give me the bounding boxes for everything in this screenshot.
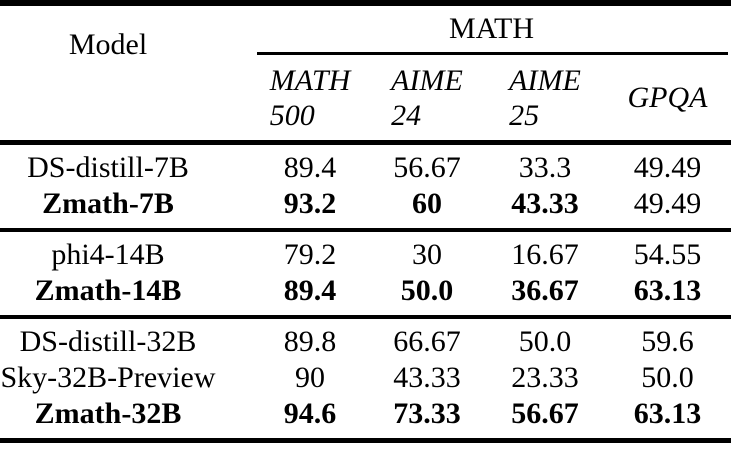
model-name: phi4-14B bbox=[51, 238, 165, 271]
value-cell-aime25: 36.67 bbox=[511, 274, 579, 307]
value-cell-aime25: 43.33 bbox=[511, 187, 579, 220]
value-cell-gpqa: 50.0 bbox=[641, 361, 694, 394]
table-row: Sky-32B-Preview 90 43.33 23.33 50.0 bbox=[0, 360, 731, 396]
value-cell-aime24: 30 bbox=[412, 238, 442, 271]
value-cell-math500: 79.2 bbox=[283, 238, 337, 271]
math500-line2: 500 bbox=[269, 98, 315, 132]
table-section-7b: DS-distill-7B 89.4 56.67 33.3 49.49 Zmat… bbox=[0, 145, 731, 228]
value-cell-gpqa: 49.49 bbox=[633, 151, 702, 184]
column-header-aime24: AIME 24 bbox=[368, 55, 486, 140]
value-cell-aime25: 16.67 bbox=[511, 238, 579, 271]
gpqa-label: GPQA bbox=[627, 81, 708, 114]
value-cell-aime25: 56.67 bbox=[511, 397, 579, 430]
model-name: Sky-32B-Preview bbox=[0, 361, 216, 394]
value-cell-math500: 89.4 bbox=[283, 274, 337, 307]
table-row: Zmath-7B 93.2 60 43.33 49.49 bbox=[0, 186, 731, 222]
value-cell-aime25: 23.33 bbox=[511, 361, 579, 394]
column-header-math500: MATH 500 bbox=[252, 55, 368, 140]
value-cell-aime25: 33.3 bbox=[518, 151, 572, 184]
section-separator-rule bbox=[0, 228, 731, 232]
table-section-14b: phi4-14B 79.2 30 16.67 54.55 Zmath-14B 8… bbox=[0, 232, 731, 315]
aime25-line1: AIME bbox=[509, 63, 581, 97]
table-section-32b: DS-distill-32B 89.8 66.67 50.0 59.6 Sky-… bbox=[0, 319, 731, 438]
table-bottom-rule bbox=[0, 438, 731, 443]
value-cell-gpqa: 63.13 bbox=[633, 397, 702, 430]
value-cell-math500: 94.6 bbox=[283, 397, 337, 430]
model-name: Zmath-32B bbox=[34, 397, 182, 430]
column-header-aime25-text: AIME 25 bbox=[509, 63, 581, 133]
value-cell-aime24: 73.33 bbox=[393, 397, 461, 430]
value-cell-gpqa: 59.6 bbox=[641, 325, 694, 358]
model-header-label: Model bbox=[68, 28, 148, 61]
column-header-gpqa: GPQA bbox=[604, 55, 731, 140]
math500-line1: MATH bbox=[269, 63, 351, 97]
value-cell-math500: 89.4 bbox=[283, 151, 337, 184]
model-name: Zmath-7B bbox=[42, 187, 174, 220]
table-row: Zmath-14B 89.4 50.0 36.67 63.13 bbox=[0, 273, 731, 309]
value-cell-aime24: 66.67 bbox=[393, 325, 461, 358]
column-header-aime25: AIME 25 bbox=[486, 55, 604, 140]
value-cell-math500: 90 bbox=[295, 361, 325, 394]
aime24-line2: 24 bbox=[391, 98, 422, 132]
value-cell-aime24: 50.0 bbox=[400, 274, 454, 307]
value-cell-gpqa: 54.55 bbox=[633, 238, 702, 271]
value-cell-gpqa: 63.13 bbox=[633, 274, 702, 307]
aime24-line1: AIME bbox=[391, 63, 463, 97]
table-row: Zmath-32B 94.6 73.33 56.67 63.13 bbox=[0, 396, 731, 432]
aime25-line2: 25 bbox=[509, 98, 540, 132]
column-header-math500-text: MATH 500 bbox=[270, 63, 351, 133]
value-cell-aime24: 60 bbox=[412, 187, 442, 220]
math-group-header: MATH bbox=[252, 6, 731, 52]
value-cell-gpqa: 49.49 bbox=[633, 187, 702, 220]
model-column-header: Model bbox=[0, 6, 252, 140]
table-row: DS-distill-32B 89.8 66.67 50.0 59.6 bbox=[0, 324, 731, 360]
model-name: DS-distill-32B bbox=[19, 325, 197, 358]
table-header: Model MATH MATH 500 AIME 24 AIME 25 GPQA bbox=[0, 6, 731, 140]
value-cell-math500: 93.2 bbox=[283, 187, 337, 220]
model-name: DS-distill-7B bbox=[27, 151, 189, 184]
model-name: Zmath-14B bbox=[34, 274, 182, 307]
table-top-rule bbox=[0, 0, 731, 6]
value-cell-math500: 89.8 bbox=[283, 325, 337, 358]
header-bottom-rule bbox=[0, 140, 731, 145]
section-separator-rule bbox=[0, 315, 731, 319]
column-header-aime24-text: AIME 24 bbox=[391, 63, 463, 133]
value-cell-aime24: 43.33 bbox=[393, 361, 461, 394]
math-group-label: MATH bbox=[448, 12, 534, 45]
math-group-underline-rule bbox=[257, 52, 728, 55]
value-cell-aime25: 50.0 bbox=[518, 325, 572, 358]
value-cell-aime24: 56.67 bbox=[393, 151, 461, 184]
table-row: phi4-14B 79.2 30 16.67 54.55 bbox=[0, 237, 731, 273]
table-row: DS-distill-7B 89.4 56.67 33.3 49.49 bbox=[0, 150, 731, 186]
